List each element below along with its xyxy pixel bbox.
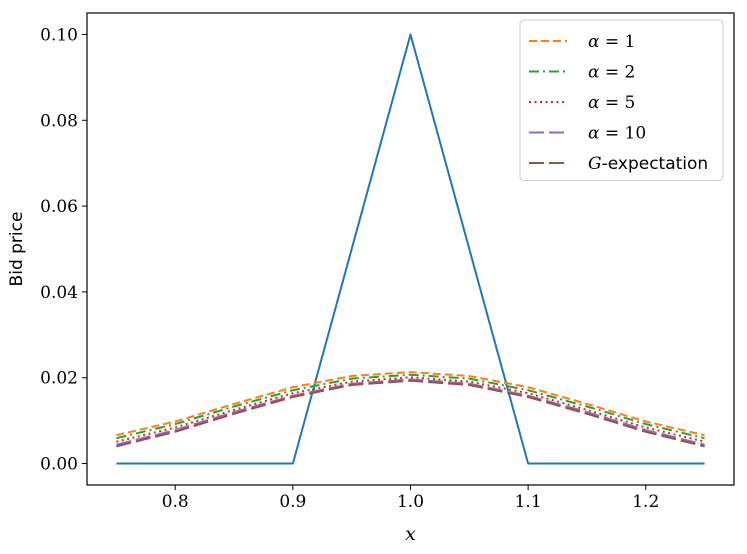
y-tick-label: 0.04 (40, 283, 78, 303)
y-tick-label: 0.00 (40, 455, 78, 475)
y-axis-label: Bid price (7, 212, 27, 287)
legend-box (519, 19, 724, 181)
y-tick-label: 0.08 (40, 111, 78, 131)
x-tick-label: 0.8 (162, 492, 189, 512)
x-tick-label: 1.2 (632, 492, 659, 512)
x-axis-ticks: 0.8 0.9 1.0 1.1 1.2 (162, 485, 659, 512)
y-tick-label: 0.06 (40, 197, 78, 217)
y-tick-label: 0.10 (40, 25, 78, 45)
x-tick-label: 1.0 (397, 492, 424, 512)
legend-entry-5: G-expectation (588, 154, 708, 174)
series-line-5 (116, 379, 705, 448)
series-line-1 (116, 371, 705, 437)
legend: α = 1 α = 2 α = 5 α = 10 G-expectation (519, 19, 724, 181)
legend-entry-2: α = 2 (588, 63, 635, 83)
plot-frame (86, 12, 735, 486)
legend-entry-3: α = 5 (588, 93, 635, 113)
series-line-4 (116, 378, 705, 446)
legend-entry-4: α = 10 (588, 124, 646, 144)
x-axis-label: x (405, 523, 416, 545)
series-layer (116, 33, 705, 465)
series-line-3 (116, 376, 705, 443)
series-line-0 (116, 33, 705, 465)
x-tick-label: 1.1 (515, 492, 542, 512)
y-axis-ticks: 0.00 0.02 0.04 0.06 0.08 0.10 (40, 25, 87, 475)
x-tick-label: 0.9 (279, 492, 306, 512)
legend-entry-1: α = 1 (588, 32, 635, 52)
y-tick-label: 0.02 (40, 369, 78, 389)
series-line-2 (116, 373, 705, 440)
